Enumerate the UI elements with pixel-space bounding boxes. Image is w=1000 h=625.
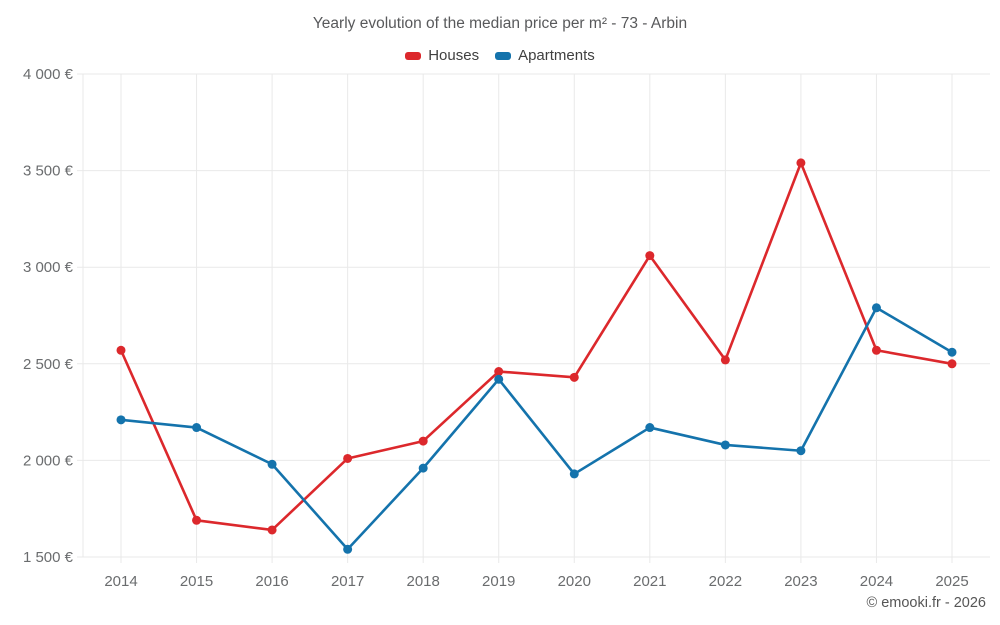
apartments-point[interactable]	[267, 459, 277, 469]
apartments-point[interactable]	[720, 440, 730, 450]
apartments-point[interactable]	[796, 446, 806, 456]
x-tick-label: 2020	[558, 573, 591, 590]
x-tick-label: 2015	[180, 573, 213, 590]
apartments-point[interactable]	[343, 544, 353, 554]
legend: Houses Apartments	[0, 47, 1000, 64]
x-tick-label: 2019	[482, 573, 515, 590]
houses-point[interactable]	[947, 359, 957, 369]
houses-point[interactable]	[871, 345, 881, 355]
apartments-legend-swatch-icon	[495, 51, 512, 60]
apartments-point[interactable]	[569, 469, 579, 479]
x-tick-label: 2018	[406, 573, 439, 590]
houses-legend-swatch-icon	[405, 51, 422, 60]
y-tick-label: 4 000 €	[23, 66, 74, 83]
houses-point[interactable]	[267, 525, 277, 535]
apartments-point[interactable]	[116, 415, 126, 425]
x-tick-label: 2017	[331, 573, 364, 590]
houses-point[interactable]	[645, 251, 655, 261]
y-tick-label: 3 000 €	[23, 259, 74, 276]
houses-point[interactable]	[720, 355, 730, 365]
apartments-point[interactable]	[947, 347, 957, 357]
x-tick-label: 2016	[255, 573, 288, 590]
houses-point[interactable]	[569, 372, 579, 382]
houses-point[interactable]	[116, 345, 126, 355]
apartments-line	[119, 306, 954, 551]
apartments-point[interactable]	[494, 374, 504, 384]
x-tick-label: 2025	[935, 573, 968, 590]
x-tick-label: 2014	[104, 573, 137, 590]
apartments-point[interactable]	[192, 423, 202, 433]
x-tick-label: 2021	[633, 573, 666, 590]
houses-point[interactable]	[192, 515, 202, 525]
x-tick-label: 2024	[860, 573, 893, 590]
legend-label: Apartments	[518, 47, 595, 64]
x-tick-label: 2022	[709, 573, 742, 590]
houses-point[interactable]	[796, 158, 806, 168]
houses-point[interactable]	[343, 453, 353, 463]
chart-title: Yearly evolution of the median price per…	[312, 15, 688, 32]
houses-point[interactable]	[418, 436, 428, 446]
apartments-point[interactable]	[645, 423, 655, 433]
houses-line	[119, 161, 954, 532]
legend-item-houses[interactable]: Houses	[405, 47, 479, 64]
apartments-point[interactable]	[871, 303, 881, 313]
y-tick-label: 2 000 €	[23, 452, 74, 469]
y-tick-label: 2 500 €	[23, 356, 74, 373]
copyright-credit: © emooki.fr - 2026	[866, 595, 986, 611]
legend-label: Houses	[428, 47, 480, 64]
legend-item-apartments[interactable]: Apartments	[495, 47, 595, 64]
apartments-point[interactable]	[418, 463, 428, 473]
houses-point[interactable]	[494, 367, 504, 377]
y-tick-label: 1 500 €	[23, 549, 74, 566]
x-tick-label: 2023	[784, 573, 817, 590]
y-tick-label: 3 500 €	[23, 163, 74, 180]
